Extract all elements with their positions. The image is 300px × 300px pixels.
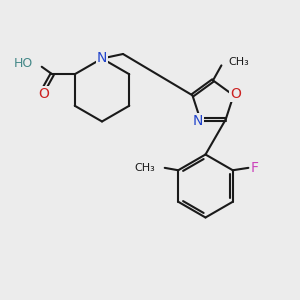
Text: N: N <box>97 52 107 65</box>
Text: HO: HO <box>14 57 33 70</box>
Text: N: N <box>193 114 203 128</box>
Text: CH₃: CH₃ <box>228 57 249 67</box>
Text: CH₃: CH₃ <box>134 163 155 173</box>
Text: F: F <box>251 161 259 175</box>
Text: O: O <box>230 87 242 101</box>
Text: O: O <box>39 87 50 101</box>
